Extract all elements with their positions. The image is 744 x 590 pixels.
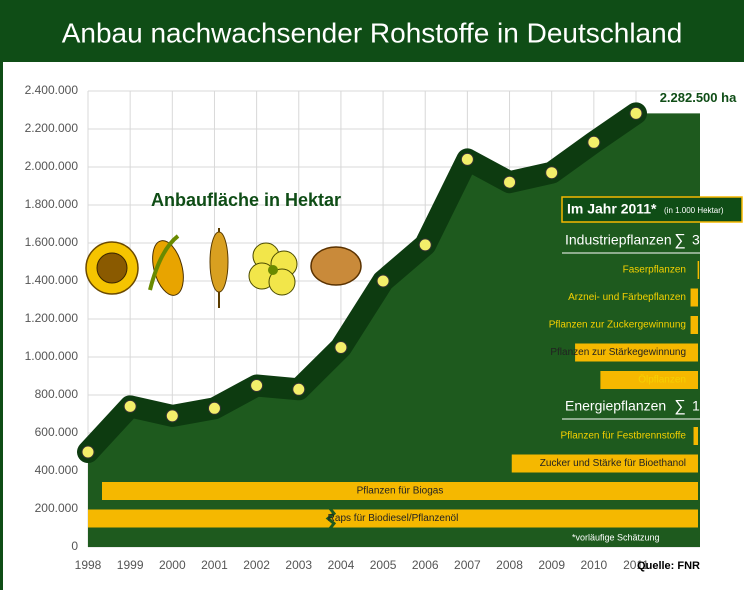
bar-label: Arznei- und Färbepflanzen (568, 292, 686, 303)
source: Quelle: FNR (637, 560, 700, 572)
bar (698, 261, 700, 279)
y-tick-label: 1.800.000 (25, 197, 79, 211)
wheat (210, 228, 228, 308)
inset-subtitle: (in 1.000 Hektar) (664, 206, 724, 215)
marker (419, 239, 431, 251)
bar-label: Pflanzen zur Zuckergewinnung (549, 320, 686, 331)
x-tick-label: 2003 (285, 558, 312, 572)
bar-label: Faserpflanzen (623, 265, 686, 276)
marker (630, 107, 642, 119)
y-tick-label: 2.200.000 (25, 121, 79, 135)
y-tick-label: 1.400.000 (25, 273, 79, 287)
x-tick-label: 2000 (159, 558, 186, 572)
flower (249, 243, 297, 295)
icons (86, 228, 361, 308)
group-sum: 316,5 (692, 232, 727, 248)
marker (166, 410, 178, 422)
y-tick-label: 800.000 (35, 387, 79, 401)
marker (293, 383, 305, 395)
x-tick-label: 2007 (454, 558, 481, 572)
value-label: 2.282.500 ha (660, 90, 737, 105)
marker (461, 153, 473, 165)
sum-symbol: ∑ (674, 232, 685, 249)
y-tick-label: 2.000.000 (25, 159, 79, 173)
corn (147, 236, 189, 299)
marker (504, 176, 516, 188)
y-tick-label: 1.000.000 (25, 349, 79, 363)
x-tick-label: 2002 (243, 558, 270, 572)
value-label: 10 (714, 292, 726, 303)
sunflower (86, 242, 138, 294)
marker (335, 342, 347, 354)
value-label: 6 (717, 431, 723, 442)
chart-subtitle: Anbaufläche in Hektar (151, 190, 341, 210)
marker (251, 380, 263, 392)
y-tick-label: 1.200.000 (25, 311, 79, 325)
group-sum: 1.966 (692, 398, 727, 414)
y-tick-label: 200.000 (35, 501, 79, 515)
bar-label: Zucker und Stärke für Bioethanol (540, 458, 686, 469)
y-tick-label: 2.400.000 (25, 83, 79, 97)
value-label: 10 (714, 320, 726, 331)
x-tick-label: 2004 (328, 558, 355, 572)
value-label: 131 (712, 375, 729, 386)
value-label: 250 (712, 458, 729, 469)
x-tick-label: 2009 (538, 558, 565, 572)
sum-symbol: ∑ (674, 398, 685, 415)
bar (691, 316, 698, 334)
footnote: *vorläufige Schätzung (572, 532, 660, 542)
x-tick-label: 2010 (580, 558, 607, 572)
inset-title: Im Jahr 2011* (567, 201, 657, 217)
x-tick-label: 2005 (370, 558, 397, 572)
x-tick-label: 2008 (496, 558, 523, 572)
bar-label: Pflanzen zur Stärkegewinnung (550, 347, 686, 358)
x-tick-label: 1998 (75, 558, 102, 572)
marker (82, 446, 94, 458)
x-tick-label: 1999 (117, 558, 144, 572)
bar-label: Pflanzen für Biogas (357, 486, 444, 497)
group-title: Energiepflanzen (565, 398, 666, 414)
marker (208, 402, 220, 414)
marker (377, 275, 389, 287)
chart-title: Anbau nachwachsender Rohstoffe in Deutsc… (62, 17, 683, 48)
bar (691, 289, 698, 307)
marker (546, 167, 558, 179)
chart: Anbau nachwachsender Rohstoffe in Deutsc… (0, 0, 744, 590)
value-label: 0,5 (713, 265, 727, 276)
bar-label: Ölpflanzen (638, 374, 686, 386)
x-tick-label: 2006 (412, 558, 439, 572)
potato (311, 247, 361, 285)
value-label: 165 (712, 347, 729, 358)
bar-label: Raps für Biodiesel/Pflanzenöl (328, 513, 459, 524)
y-tick-label: 1.600.000 (25, 235, 79, 249)
bar (694, 427, 698, 445)
bar-label: Pflanzen für Festbrennstoffe (561, 431, 687, 442)
value-label: 910 (712, 513, 729, 524)
value-label: 800 (712, 486, 729, 497)
y-tick-label: 400.000 (35, 463, 79, 477)
marker (124, 400, 136, 412)
y-tick-label: 600.000 (35, 425, 79, 439)
y-tick-label: 0 (71, 539, 78, 553)
x-tick-label: 2001 (201, 558, 228, 572)
frame (0, 62, 3, 590)
marker (588, 136, 600, 148)
group-title: Industriepflanzen (565, 232, 672, 248)
